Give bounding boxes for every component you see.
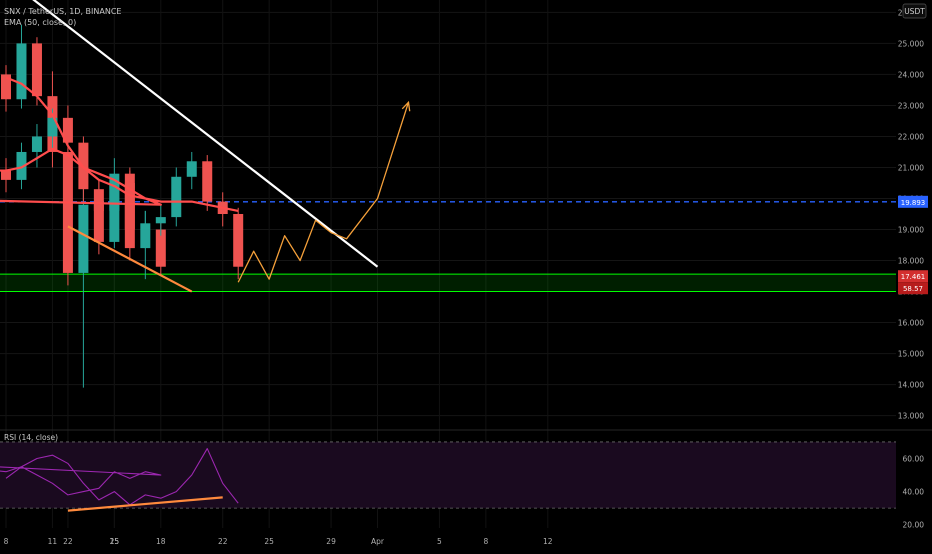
candle-body [155, 217, 166, 224]
price-tick-label: 21.000 [898, 163, 924, 172]
time-tick-label: 15 [110, 537, 120, 546]
projection-path [237, 102, 410, 283]
price-tick-label: 16.000 [898, 319, 924, 328]
time-tick-label: 25 [110, 537, 120, 546]
candle-body [186, 161, 197, 177]
time-tick-label: 29 [326, 537, 336, 546]
candle-body [171, 176, 182, 218]
rsi-legend[interactable]: RSI (14, close) [4, 433, 58, 442]
candle-body [93, 189, 104, 211]
time-tick-label: 18 [156, 537, 166, 546]
rsi-tick-label: 20.00 [903, 521, 925, 530]
candle-body [1, 170, 11, 180]
price-tick-label: 19.000 [898, 226, 924, 235]
candle-body [31, 43, 42, 97]
time-tick-label: 11 [48, 537, 58, 546]
candle-body [124, 182, 135, 230]
time-tick-label: Apr [371, 537, 385, 546]
price-tick-label: 25.000 [898, 39, 924, 48]
price-tick-label: 18.000 [898, 257, 924, 266]
price-tick-label: 15.000 [898, 350, 924, 359]
resistance-price-badge: 19.893 [901, 199, 926, 207]
rsi-series [0, 448, 239, 512]
rsi-line [0, 448, 239, 506]
resistance-price-badge-box [898, 195, 928, 208]
price-tick-label: 23.000 [898, 101, 924, 110]
currency-badge: USDT [904, 7, 925, 16]
price-tick-label: 14.000 [898, 381, 924, 390]
time-tick-label: 12 [543, 537, 553, 546]
rsi-band-fill [0, 441, 896, 509]
time-tick-label: 8 [4, 537, 9, 546]
candle-body [1, 74, 11, 100]
candle-body [62, 151, 73, 273]
rsi-axis[interactable]: 60.00 40.00 20.00 [903, 454, 925, 529]
candle-body [155, 229, 166, 267]
candle-body [16, 151, 27, 180]
last-price-badge-box [898, 270, 928, 283]
candle-body [109, 182, 120, 211]
price-divergence-line [67, 225, 193, 293]
candle-body [62, 117, 73, 143]
candle-body [233, 214, 244, 267]
price-tick-label: 22.000 [898, 132, 924, 141]
support-zone [0, 274, 896, 292]
currency-badge-box[interactable] [902, 3, 927, 19]
price-tick-label: 24.000 [898, 70, 924, 79]
candle-body [31, 136, 42, 152]
drawings [32, 0, 411, 293]
rsi-tick-label: 40.00 [903, 488, 925, 497]
time-tick-label: 22 [63, 537, 73, 546]
descending-trendline [32, 0, 379, 268]
time-tick-label: 22 [218, 537, 228, 546]
countdown-badge-box [898, 282, 928, 295]
rsi-tick-label: 60.00 [903, 454, 925, 463]
candle-body [202, 161, 213, 202]
projection-arrowhead [401, 100, 411, 112]
ema-line [0, 76, 239, 212]
candle-body [47, 117, 58, 137]
countdown-badge: 58.57 [903, 285, 923, 293]
price-tick-label: 13.000 [898, 412, 924, 421]
candle-body [16, 43, 27, 100]
price-badges: 19.893 17.461 58.57 [898, 195, 928, 295]
candle-body [140, 223, 151, 230]
symbol-title[interactable]: SNX / TetherUS, 1D, BINANCE [4, 7, 121, 16]
time-tick-label: 5 [437, 537, 442, 546]
candlestick-series [1, 24, 244, 388]
ema-legend[interactable]: EMA (50, close, 0) [4, 18, 76, 27]
time-tick-label: 25 [264, 537, 274, 546]
time-axis[interactable]: 2225Mar48111518222529Apr5812 [0, 537, 553, 546]
time-tick-label: 8 [483, 537, 488, 546]
candle-body [78, 204, 89, 273]
rsi-panel-background [0, 429, 932, 509]
price-zones [0, 201, 896, 293]
last-price-badge: 17.461 [901, 273, 926, 281]
rsi-divergence-line [67, 496, 223, 512]
ema-series [0, 76, 239, 212]
